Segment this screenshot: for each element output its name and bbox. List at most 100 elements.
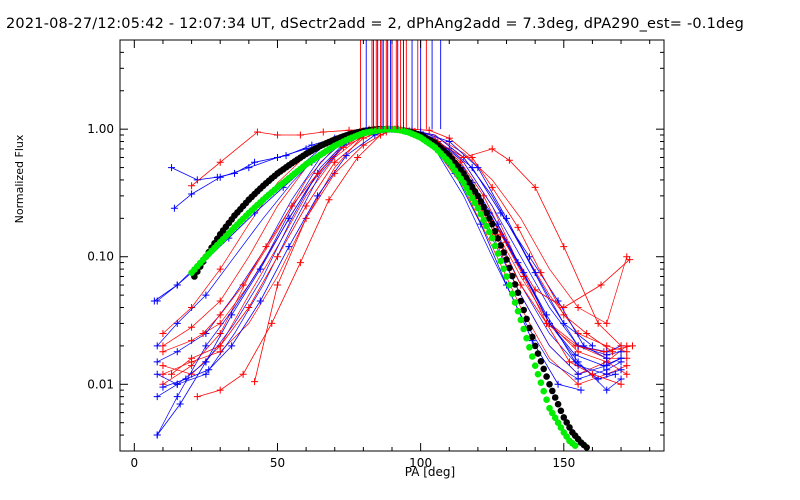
model-curve-black-dot-126 — [551, 394, 559, 401]
series-marker-0-4 — [251, 158, 259, 166]
series-marker-6-1 — [216, 386, 224, 394]
model-curve-black-dot-129 — [560, 414, 568, 421]
series-marker-4-0 — [168, 370, 176, 378]
series-marker-4-6 — [331, 158, 339, 166]
spread-blue-left-line-5 — [156, 128, 378, 347]
model-curve-green-dot-118 — [526, 344, 533, 351]
spread-red-right-line-3 — [406, 128, 627, 353]
model-curve-black-dot-112 — [511, 281, 519, 288]
model-curve-green-dot-116 — [520, 325, 527, 333]
model-curve-green-dot-95 — [460, 179, 467, 187]
series-marker-3-10 — [488, 145, 496, 153]
series-marker-7-15 — [520, 269, 528, 277]
spread-blue-left-marker-3-1 — [173, 393, 181, 401]
model-curve-green-dot-126 — [549, 409, 556, 417]
model-curve-green-dot-121 — [534, 370, 542, 378]
y-tick-label-1: 0.10 — [87, 250, 114, 264]
spread-red-left-marker-4-2 — [216, 265, 224, 273]
series-marker-1-14 — [488, 183, 496, 191]
x-tick-label-2: 100 — [409, 456, 432, 470]
model-curve-black-dot-122 — [540, 365, 547, 373]
series-marker-4-2 — [216, 342, 224, 350]
series-marker-2-11 — [445, 138, 453, 146]
model-curve-green-dot-127 — [551, 414, 559, 422]
series-marker-5-18 — [611, 370, 619, 378]
spread-red-right-marker-5-6 — [574, 303, 582, 311]
model-curve-green-dot-103 — [483, 222, 490, 230]
spread-blue-left-marker-3-2 — [202, 342, 210, 350]
series-marker-6-17 — [588, 370, 596, 378]
series-marker-2-13 — [503, 214, 511, 222]
model-curve-green-dot-108 — [497, 257, 505, 265]
model-curve-green-dot-117 — [523, 334, 530, 342]
series-marker-8-4 — [256, 265, 264, 273]
series-marker-4-18 — [626, 256, 634, 264]
model-curve-black-dot-131 — [566, 424, 573, 431]
series-marker-0-18 — [580, 342, 588, 350]
series-marker-3-1 — [273, 281, 281, 289]
series-marker-3-0 — [251, 378, 259, 386]
spread-blue-left-marker-5-0 — [153, 342, 161, 350]
spread-red-left-line-5 — [162, 128, 378, 385]
spread-red-left-marker-3-0 — [159, 362, 167, 370]
x-tick-label-3: 150 — [552, 456, 575, 470]
series-marker-5-0 — [159, 383, 167, 391]
model-curve-black-dot-109 — [503, 256, 510, 263]
spread-blue-left-marker-1-0 — [153, 358, 161, 366]
series-marker-4-3 — [245, 303, 253, 311]
series-marker-5-5 — [285, 243, 293, 251]
model-curve-green-dot-128 — [554, 419, 562, 427]
model-curve-green-dot-120 — [531, 362, 539, 370]
model-curve-black-dot-128 — [557, 407, 565, 415]
series-marker-2-1 — [188, 190, 196, 198]
spread-blue-left-line-0 — [157, 128, 378, 397]
model-curve-green-dot-96 — [463, 184, 470, 192]
model-curve-green-dot-100 — [474, 204, 482, 212]
spread-red-right-marker-5-7 — [603, 319, 611, 327]
series-marker-8-16 — [554, 380, 562, 388]
model-curve-green-dot-123 — [540, 387, 547, 395]
series-marker-9-6 — [339, 143, 347, 151]
series-marker-4-4 — [273, 253, 281, 261]
model-curve-black-dot-121 — [537, 358, 545, 365]
series-marker-0-17 — [554, 297, 562, 305]
model-curve-green-dot-119 — [529, 353, 536, 360]
spread-red-left-marker-1-1 — [188, 337, 196, 345]
spread-red-left-line-2 — [162, 128, 378, 347]
model-curve-green-dot-111 — [506, 281, 513, 289]
spread-red-left-marker-2-2 — [216, 297, 224, 305]
series-marker-3-9 — [460, 153, 468, 161]
model-curve-green-dot-124 — [543, 396, 550, 404]
series-marker-2-16 — [588, 342, 596, 350]
spread-blue-left-marker-4-0 — [153, 370, 161, 378]
model-curve-black-dot-107 — [497, 242, 505, 249]
spread-red-right-marker-0-8 — [623, 370, 631, 378]
x-tick-label-1: 50 — [270, 456, 285, 470]
spread-red-left-marker-4-0 — [159, 330, 167, 338]
series-marker-1-3 — [273, 131, 281, 139]
series-marker-0-1 — [193, 176, 201, 184]
spread-red-right-marker-1-8 — [623, 362, 631, 370]
spread-red-left-marker-5-1 — [188, 362, 196, 370]
spread-blue-left-marker-5-2 — [202, 291, 210, 299]
series-marker-7-14 — [494, 220, 502, 228]
spread-blue-left-marker-0-0 — [153, 393, 161, 401]
series-marker-9-0 — [199, 330, 207, 338]
series-marker-6-4 — [296, 259, 304, 267]
model-curve-black-dot-101 — [480, 203, 487, 211]
model-curve-green-dot-122 — [537, 379, 545, 387]
series-marker-9-14 — [517, 281, 525, 289]
series-marker-6-6 — [354, 153, 362, 161]
spread-red-left-line-3 — [162, 128, 378, 375]
model-curve-green-dot-109 — [500, 265, 508, 273]
spread-red-left-marker-1-0 — [159, 348, 167, 356]
series-marker-9-1 — [216, 311, 224, 319]
series-marker-2-3 — [245, 164, 253, 172]
spread-blue-right-marker-5-7 — [603, 386, 611, 394]
model-curve-green-dot-114 — [514, 307, 522, 315]
series-marker-2-14 — [531, 269, 539, 277]
series-marker-5-1 — [182, 375, 190, 383]
series-marker-2-4 — [273, 153, 281, 161]
series-marker-3-13 — [560, 243, 568, 251]
model-curve-green-dot-107 — [494, 250, 502, 257]
